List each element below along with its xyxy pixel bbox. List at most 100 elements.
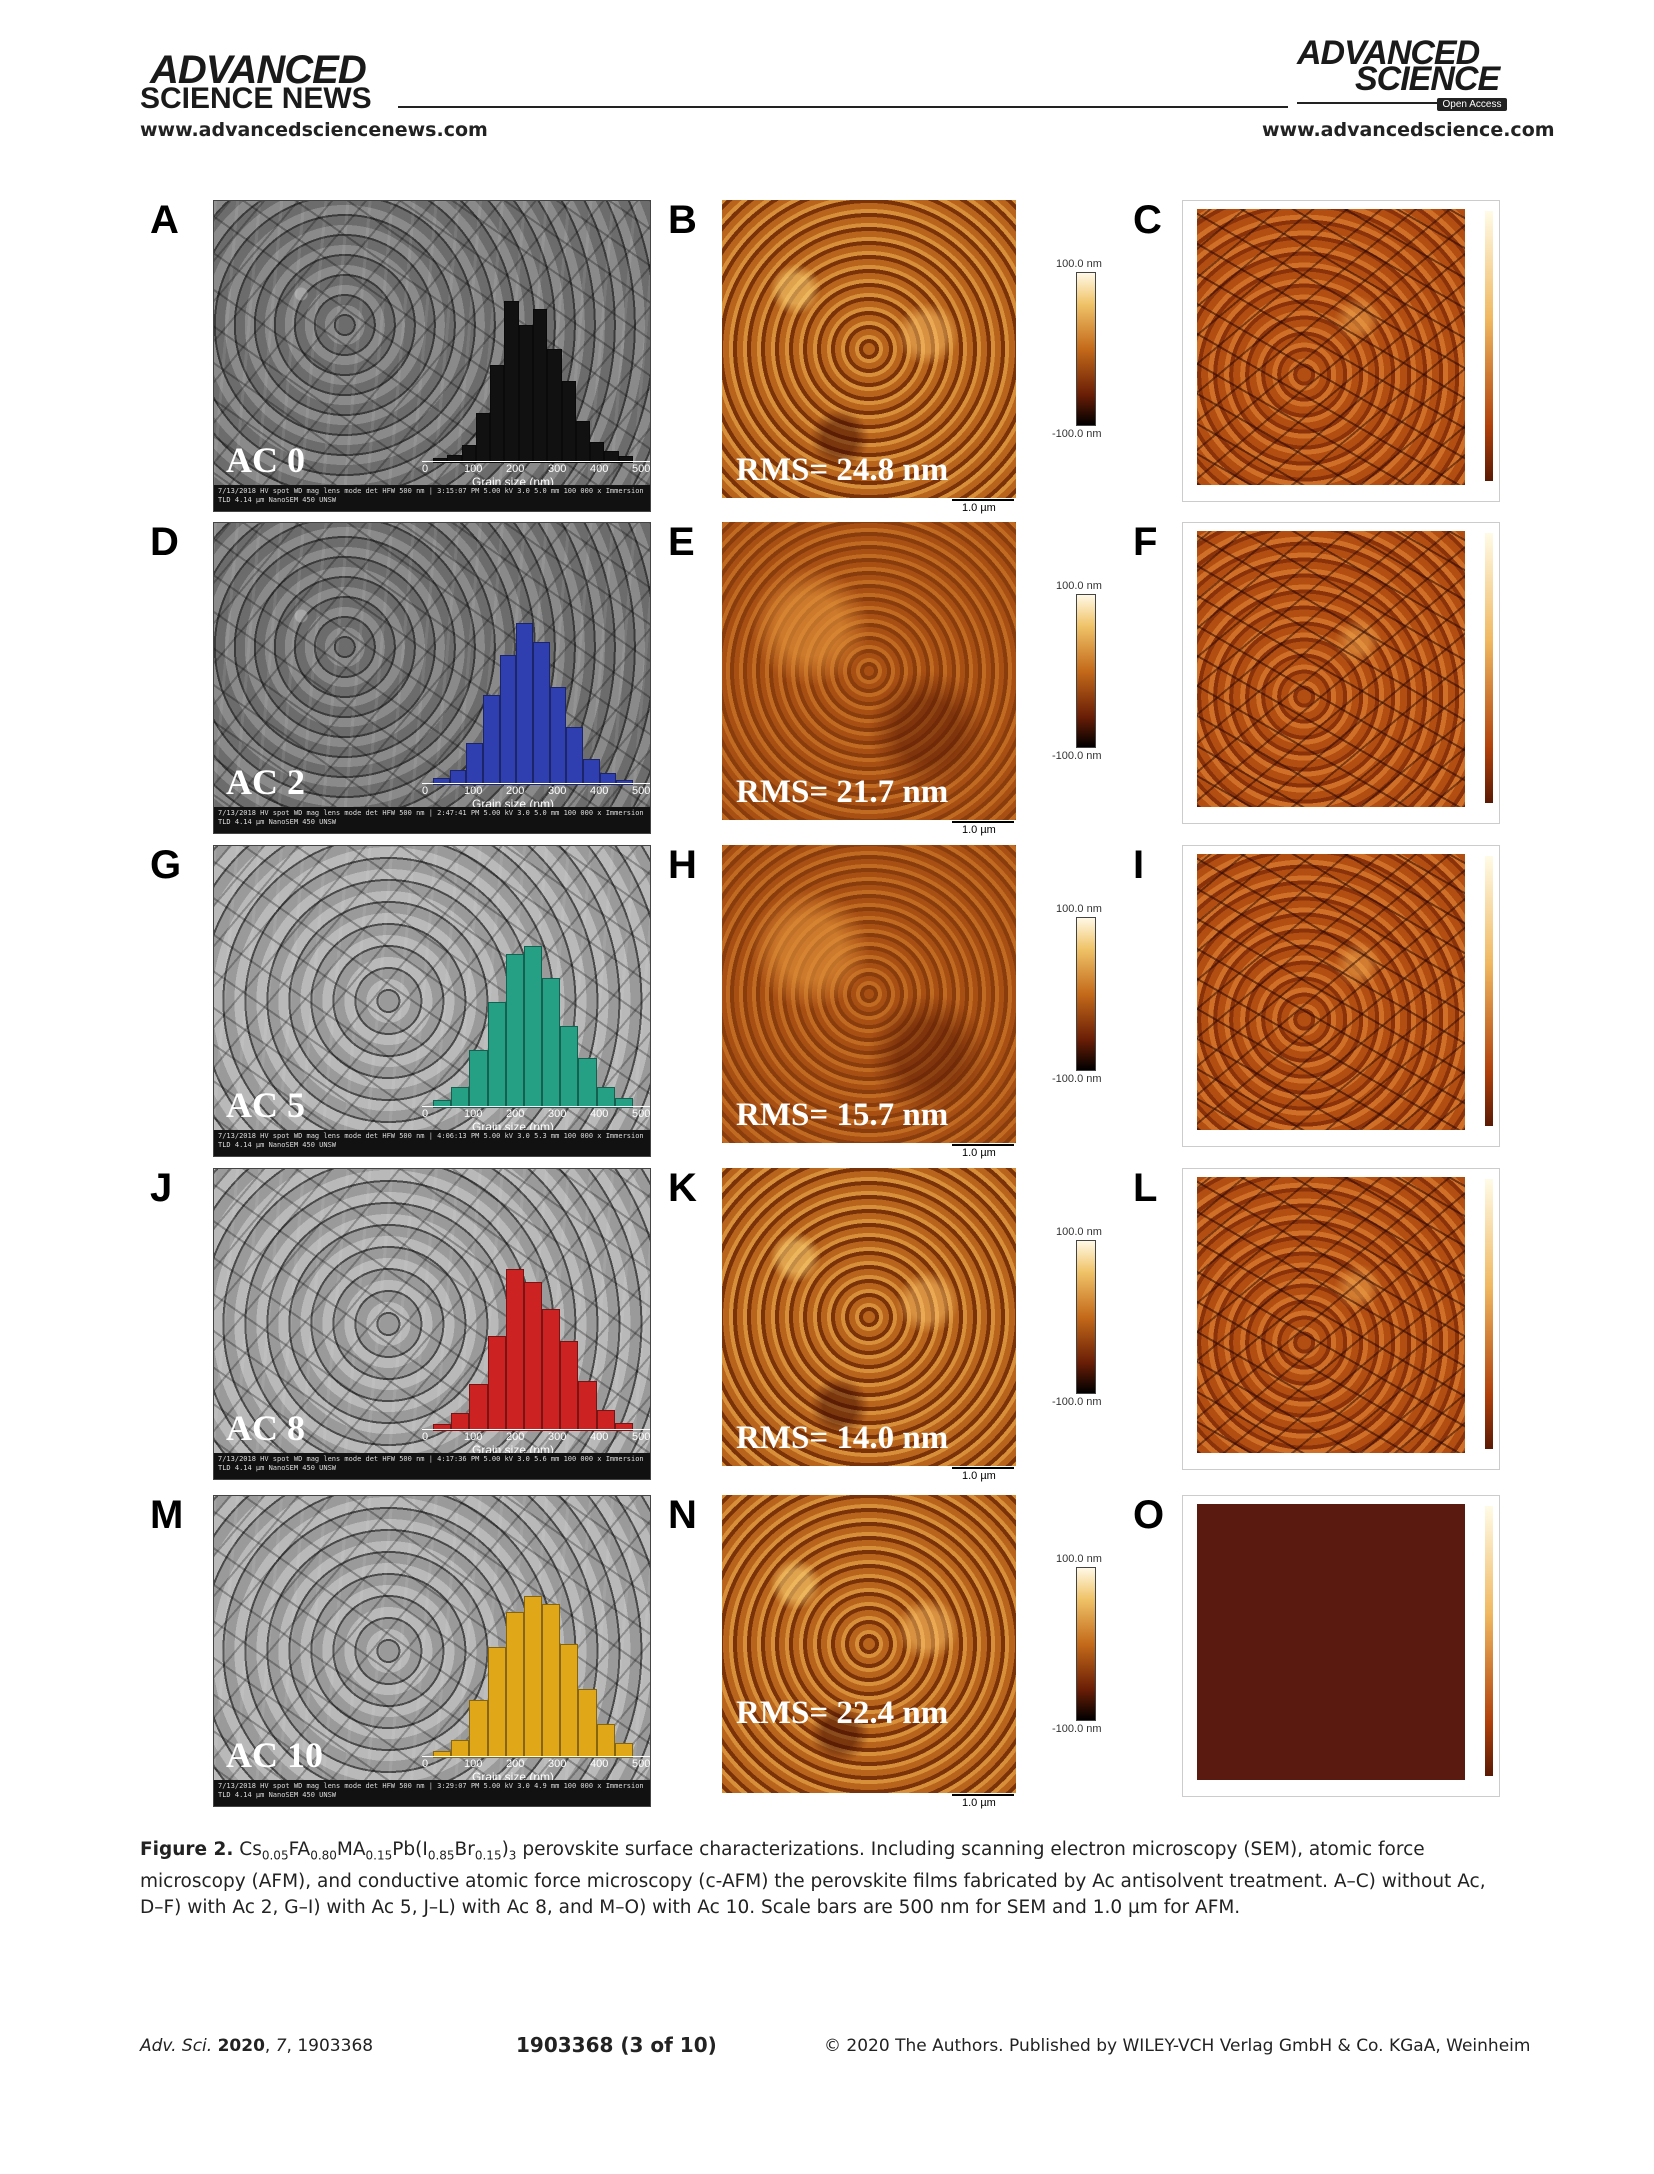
histogram-bar: [461, 445, 476, 463]
histogram-axis: [422, 783, 650, 784]
sem-letter: D: [150, 520, 179, 564]
afm-colorbar: [1076, 594, 1096, 748]
histogram-tick-label: 500: [632, 1758, 651, 1770]
cafm-image: [1197, 209, 1465, 485]
histogram-bar: [433, 1424, 452, 1431]
footer-article: 1903368: [297, 2036, 374, 2056]
left-url[interactable]: www.advancedsciencenews.com: [140, 119, 488, 141]
histogram-bar: [447, 454, 462, 463]
histogram-bar: [505, 954, 524, 1108]
histogram-bar: [487, 1336, 506, 1431]
histogram-bar: [596, 1409, 615, 1431]
histogram-bar: [578, 1381, 597, 1431]
cafm-image: [1197, 854, 1465, 1130]
sem-info-bar: 7/13/2018 HV spot WD mag lens mode det H…: [214, 807, 650, 833]
histogram-tick-label: 400: [590, 785, 609, 797]
histogram-axis: [422, 1756, 650, 1757]
histogram-tick-label: 300: [548, 1431, 567, 1443]
histogram-bar: [490, 365, 505, 463]
sem-sample-label: AC 2: [226, 762, 305, 802]
sem-letter: M: [150, 1493, 184, 1537]
caption-label: Figure 2.: [140, 1839, 234, 1860]
cafm-frame: [1182, 1168, 1500, 1470]
sem-letter: J: [150, 1166, 173, 1210]
rms-label: RMS= 21.7 nm: [736, 774, 949, 810]
histogram-bar: [523, 946, 543, 1108]
cafm-colorbar: [1485, 1179, 1493, 1449]
histogram-bar: [578, 1688, 597, 1758]
colorbar-top-label: 100.0 nm: [1056, 580, 1102, 592]
left-logo-line2: SCIENCE NEWS: [140, 82, 372, 115]
histogram-bar: [560, 1026, 579, 1108]
afm-image: RMS= 15.7 nm: [722, 845, 1016, 1143]
histogram-tick-label: 100: [464, 463, 483, 475]
histogram-bar: [566, 727, 583, 785]
histogram-tick-label: 0: [422, 1108, 429, 1120]
histogram-tick-label: 100: [464, 1758, 483, 1770]
sem-letter: A: [150, 198, 179, 242]
histogram-bar: [451, 1086, 470, 1108]
sem-info-bar: 7/13/2018 HV spot WD mag lens mode det H…: [214, 1453, 650, 1479]
cafm-image: [1197, 1504, 1465, 1780]
histogram-bar: [604, 451, 619, 463]
sem-sample-label: AC 0: [226, 440, 305, 480]
histogram-bar: [518, 325, 533, 463]
histogram-bar: [599, 773, 617, 785]
afm-letter: K: [668, 1166, 697, 1210]
sem-info-bar: 7/13/2018 HV spot WD mag lens mode det H…: [214, 1780, 650, 1806]
sem-sample-label: AC 5: [226, 1085, 305, 1125]
histogram-bar: [560, 1644, 579, 1758]
histogram-bar: [451, 1413, 470, 1431]
histogram-tick-label: 200: [506, 463, 525, 475]
cafm-frame: [1182, 200, 1500, 502]
footer-journal: Adv. Sci.: [140, 2036, 213, 2056]
sem-sample-label: AC 10: [226, 1735, 323, 1775]
right-logo-line1: ADVANCED: [1297, 34, 1480, 72]
footer-page: 1903368 (3 of 10): [516, 2033, 717, 2057]
sem-image: 0100200300400500600Grain size (nm)AC 07/…: [213, 200, 651, 512]
histogram-bar: [469, 1700, 488, 1758]
sem-image: 0100200300400500600Grain size (nm)AC 107…: [213, 1495, 651, 1807]
rms-label: RMS= 22.4 nm: [736, 1695, 949, 1731]
histogram-bar: [575, 421, 591, 463]
histogram-tick-label: 0: [422, 463, 429, 475]
histogram-bar: [590, 441, 605, 463]
cafm-image: [1197, 531, 1465, 807]
histogram-bar: [533, 642, 550, 785]
afm-scale-bar: [952, 499, 1014, 501]
histogram-tick-label: 300: [548, 1108, 567, 1120]
histogram-bar: [523, 1596, 543, 1758]
histogram-bar: [433, 1099, 452, 1108]
sem-letter: G: [150, 843, 182, 887]
right-url[interactable]: www.advancedscience.com: [1262, 119, 1555, 141]
histogram-bar: [449, 770, 467, 785]
sem-image: 0100200300400500600Grain size (nm)AC 27/…: [213, 522, 651, 834]
afm-colorbar: [1076, 917, 1096, 1071]
rms-label: RMS= 15.7 nm: [736, 1097, 949, 1133]
histogram-bar: [542, 1309, 561, 1431]
histogram-bar: [505, 1612, 524, 1758]
histogram-bar: [583, 759, 600, 785]
histogram-bar: [451, 1740, 470, 1758]
histogram-bar: [433, 1751, 452, 1758]
histogram-tick-label: 500: [632, 1431, 651, 1443]
histogram-tick-label: 0: [422, 1758, 429, 1770]
colorbar-top-label: 100.0 nm: [1056, 1553, 1102, 1565]
histogram-tick-label: 100: [464, 1108, 483, 1120]
cafm-frame: [1182, 1495, 1500, 1797]
cafm-colorbar: [1485, 211, 1493, 481]
histogram-tick-label: 300: [548, 1758, 567, 1770]
histogram-tick-label: 500: [632, 1108, 651, 1120]
sem-info-bar: 7/13/2018 HV spot WD mag lens mode det H…: [214, 1130, 650, 1156]
colorbar-top-label: 100.0 nm: [1056, 903, 1102, 915]
histogram-bar: [469, 1384, 488, 1431]
histogram-bar: [614, 1098, 633, 1108]
histogram-bar: [561, 381, 576, 463]
cafm-frame: [1182, 522, 1500, 824]
histogram-bar: [578, 1058, 597, 1108]
histogram-tick-label: 400: [590, 1431, 609, 1443]
open-access-badge: Open Access: [1437, 98, 1507, 111]
histogram-tick-label: 400: [590, 463, 609, 475]
caption-text: perovskite surface characterizations. In…: [140, 1839, 1486, 1918]
afm-scale-bar: [952, 1144, 1014, 1146]
